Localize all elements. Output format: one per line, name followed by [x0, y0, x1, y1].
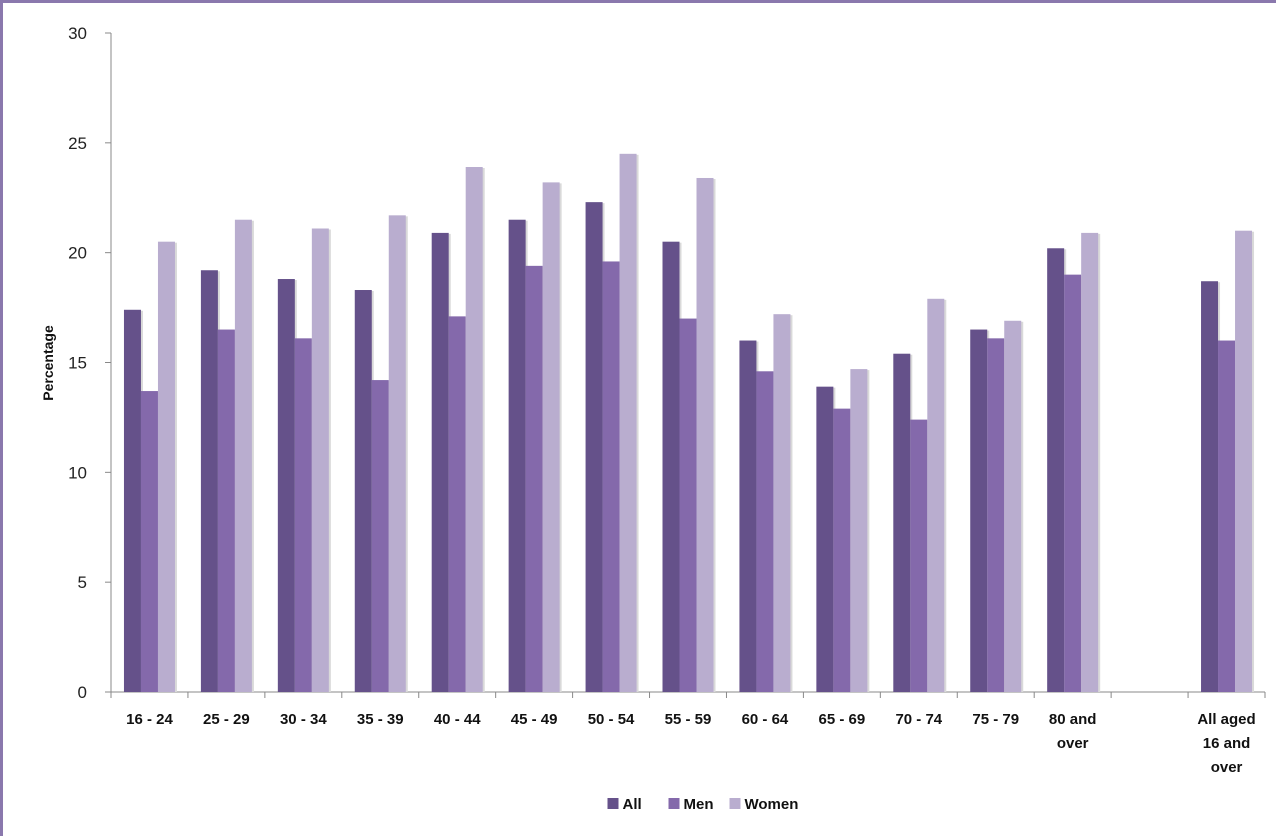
- y-tick-label: 15: [68, 354, 87, 373]
- x-category-label: 65 - 69: [819, 711, 866, 728]
- bar-men: [140, 391, 158, 692]
- bar-all: [1201, 281, 1219, 692]
- legend-label-all: All: [623, 796, 642, 813]
- bar-women: [850, 369, 868, 692]
- x-category-label: 75 - 79: [972, 711, 1019, 728]
- x-category-label: 50 - 54: [588, 711, 635, 728]
- legend: All Men Women: [607, 796, 799, 813]
- bar-all: [1047, 248, 1065, 693]
- bars: [123, 153, 1255, 693]
- x-axis: 16 - 24 25 - 29 30 - 34 35 - 39 40 - 44 45 - …: [110, 691, 1266, 776]
- bar-women: [927, 298, 945, 692]
- bar-all: [970, 329, 988, 692]
- bar-women: [388, 215, 406, 692]
- x-category-label: 55 - 59: [665, 711, 712, 728]
- legend-label-men: Men: [684, 796, 714, 813]
- bar-all: [277, 279, 295, 692]
- bar-women: [157, 241, 175, 692]
- legend-swatch-women: [729, 798, 741, 809]
- bar-women: [619, 153, 637, 693]
- bar-all: [739, 340, 757, 692]
- legend-swatch-men: [668, 798, 680, 809]
- bar-chart: 0 5 10 15 20 25 30 16 - 24 25 - 29 30 - 34 35 - 3…: [40, 24, 1266, 813]
- y-axis-title: Percentage: [40, 325, 56, 401]
- bar-all: [200, 270, 218, 692]
- bar-women: [1081, 232, 1099, 692]
- bar-men: [1218, 340, 1236, 692]
- y-tick-label: 30: [68, 24, 87, 43]
- x-category-label: 60 - 64: [742, 711, 789, 728]
- y-tick-label: 5: [78, 573, 87, 592]
- bar-men: [602, 261, 620, 692]
- bar-men: [1064, 274, 1082, 692]
- bar-men: [217, 329, 235, 692]
- y-tick-label: 10: [68, 463, 87, 482]
- y-tick-label: 20: [68, 244, 87, 263]
- legend-label-women: Women: [745, 796, 799, 813]
- bar-men: [679, 318, 697, 692]
- y-axis: 0 5 10 15 20 25 30: [68, 24, 112, 702]
- bar-women: [1004, 320, 1022, 692]
- x-category-label: 40 - 44: [434, 711, 481, 728]
- x-category-label: 35 - 39: [357, 711, 404, 728]
- bar-women: [1235, 230, 1253, 692]
- bar-men: [371, 380, 389, 692]
- x-category-label: 16 - 24: [126, 711, 173, 728]
- y-tick-label: 25: [68, 134, 87, 153]
- bar-all: [431, 232, 449, 692]
- bar-women: [773, 314, 791, 692]
- x-category-label: All aged 16 and over: [1197, 711, 1255, 776]
- bar-all: [585, 202, 603, 693]
- bar-all: [354, 290, 372, 692]
- bar-all: [662, 241, 680, 692]
- bar-women: [465, 166, 483, 692]
- bar-men: [448, 316, 466, 692]
- bar-women: [311, 228, 329, 692]
- bar-men: [756, 371, 774, 692]
- bar-all: [508, 219, 526, 692]
- bar-all: [816, 386, 834, 692]
- bar-men: [987, 338, 1005, 692]
- bar-all: [123, 309, 141, 692]
- x-category-label: 30 - 34: [280, 711, 327, 728]
- y-tick-label: 0: [78, 683, 87, 702]
- bar-men: [833, 408, 851, 692]
- bar-women: [542, 182, 560, 692]
- x-category-label: 80 and over: [1049, 711, 1097, 752]
- x-category-label: 70 - 74: [895, 711, 942, 728]
- bar-men: [525, 265, 543, 692]
- legend-swatch-all: [607, 798, 619, 809]
- bar-men: [910, 419, 928, 692]
- bar-all: [893, 353, 911, 692]
- bar-women: [696, 177, 714, 693]
- bar-women: [234, 219, 252, 692]
- x-category-label: 45 - 49: [511, 711, 558, 728]
- x-category-label: 25 - 29: [203, 711, 250, 728]
- bar-men: [294, 338, 312, 692]
